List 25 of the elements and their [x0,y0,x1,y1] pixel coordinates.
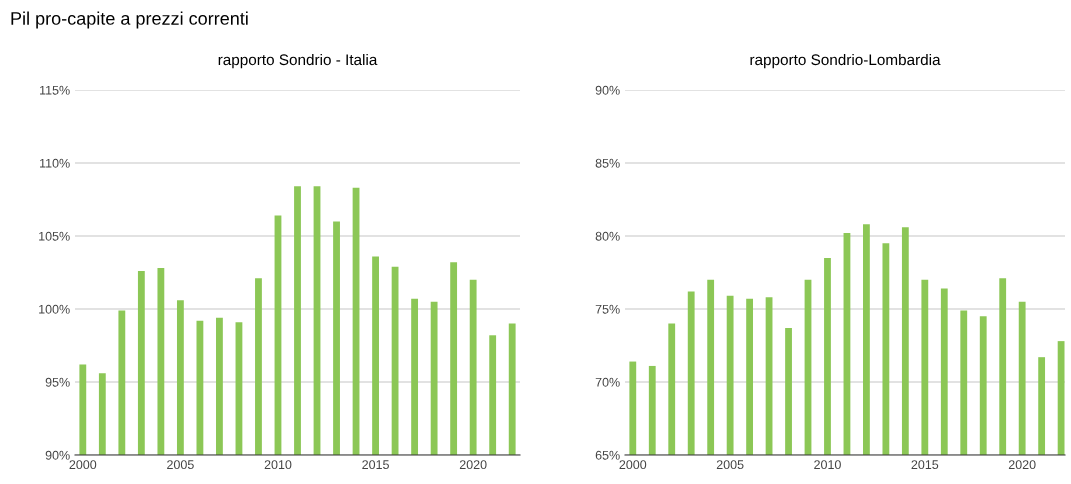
chart-title: rapporto Sondrio-Lombardia [750,53,941,69]
x-tick-label: 2010 [814,460,841,470]
x-tick-label: 2020 [1008,460,1036,470]
y-tick-label: 75% [595,304,620,314]
x-tick-label: 2015 [911,460,939,470]
x-tick-label: 2000 [69,460,97,470]
y-tick-label: 90% [45,450,70,460]
y-tick-label: 100% [39,304,70,314]
chart-subtitle: rapporto Sondrio - Italia [218,53,378,69]
y-tick-label: 105% [39,231,70,241]
y-tick-label: 85% [595,158,620,168]
y-tick-label: 110% [40,158,70,168]
y-tick-label: 90% [595,85,620,95]
y-tick-label: 95% [45,377,70,387]
x-tick-label: 2005 [167,460,194,470]
y-tick-label: 115% [40,85,70,95]
x-tick-label: 2020 [459,460,487,470]
x-tick-label: 2015 [362,460,389,470]
chart-title: Pil pro-capite a prezzi correnti [11,11,248,29]
y-tick-label: 70% [595,377,620,387]
x-tick-label: 2000 [619,460,647,470]
x-tick-label: 2005 [716,460,744,470]
y-tick-label: 80% [595,231,620,241]
y-tick-label: 65% [595,450,620,460]
x-tick-label: 2010 [264,460,292,470]
